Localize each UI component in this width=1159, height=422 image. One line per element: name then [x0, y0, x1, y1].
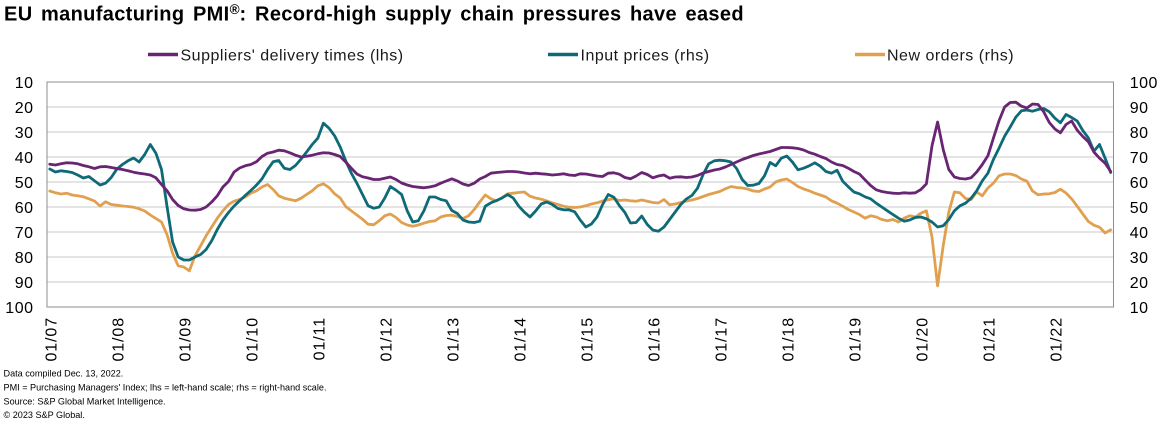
svg-text:01/13: 01/13 — [446, 317, 463, 362]
svg-text:PMI = Purchasing Managers' Ind: PMI = Purchasing Managers' Index; lhs = … — [4, 383, 327, 393]
svg-text:30: 30 — [15, 125, 34, 142]
svg-text:80: 80 — [1130, 125, 1149, 142]
svg-text:90: 90 — [1130, 100, 1149, 117]
svg-text:30: 30 — [1130, 250, 1149, 267]
svg-text:EU manufacturing PMI®: Record-: EU manufacturing PMI®: Record-high suppl… — [4, 2, 744, 26]
svg-text:© 2023 S&P Global.: © 2023 S&P Global. — [4, 410, 85, 420]
svg-text:01/14: 01/14 — [513, 317, 530, 362]
svg-text:80: 80 — [15, 250, 34, 267]
svg-text:01/21: 01/21 — [982, 317, 999, 362]
svg-text:Input prices (rhs): Input prices (rhs) — [581, 48, 710, 65]
svg-text:70: 70 — [1130, 150, 1149, 167]
svg-text:01/10: 01/10 — [245, 317, 262, 362]
svg-text:10: 10 — [1130, 300, 1149, 317]
svg-text:Data compiled Dec. 13, 2022.: Data compiled Dec. 13, 2022. — [4, 369, 124, 379]
svg-text:70: 70 — [15, 225, 34, 242]
svg-text:Suppliers' delivery times (lhs: Suppliers' delivery times (lhs) — [181, 48, 404, 65]
svg-text:01/16: 01/16 — [647, 317, 664, 362]
svg-text:50: 50 — [15, 175, 34, 192]
svg-text:60: 60 — [1130, 175, 1149, 192]
svg-text:90: 90 — [15, 275, 34, 292]
svg-text:60: 60 — [15, 200, 34, 217]
svg-text:50: 50 — [1130, 200, 1149, 217]
svg-text:01/07: 01/07 — [44, 317, 61, 362]
svg-text:New orders (rhs): New orders (rhs) — [887, 48, 1014, 65]
svg-text:01/22: 01/22 — [1049, 317, 1066, 362]
svg-text:01/15: 01/15 — [580, 317, 597, 362]
svg-text:01/20: 01/20 — [915, 317, 932, 362]
svg-text:01/11: 01/11 — [312, 317, 329, 360]
svg-text:01/18: 01/18 — [781, 317, 798, 362]
svg-text:01/19: 01/19 — [848, 317, 865, 362]
svg-text:100: 100 — [1130, 75, 1158, 92]
svg-text:Source: S&P Global Market Inte: Source: S&P Global Market Intelligence. — [4, 397, 166, 407]
svg-text:01/12: 01/12 — [379, 317, 396, 362]
svg-text:01/17: 01/17 — [714, 317, 731, 362]
svg-text:01/09: 01/09 — [178, 317, 195, 362]
svg-text:40: 40 — [15, 150, 34, 167]
svg-text:100: 100 — [5, 300, 33, 317]
svg-text:01/08: 01/08 — [111, 317, 128, 362]
svg-text:20: 20 — [15, 100, 34, 117]
svg-text:40: 40 — [1130, 225, 1149, 242]
svg-text:10: 10 — [15, 75, 34, 92]
svg-text:20: 20 — [1130, 275, 1149, 292]
